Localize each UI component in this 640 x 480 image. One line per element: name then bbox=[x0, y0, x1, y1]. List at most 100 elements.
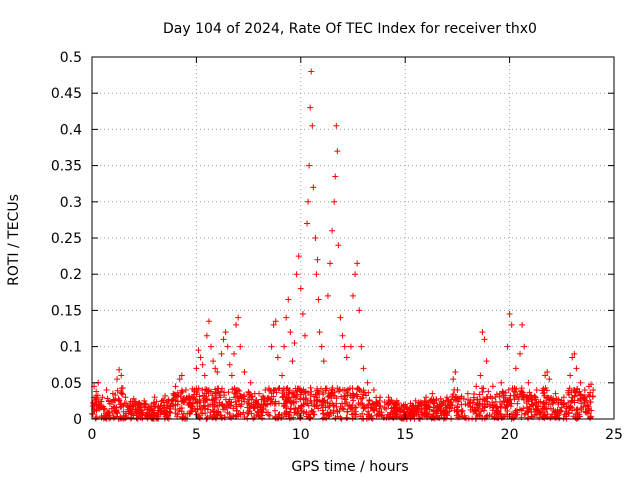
y-tick-label: 0.25 bbox=[51, 231, 82, 247]
data-point bbox=[199, 361, 206, 368]
noise-point bbox=[186, 400, 193, 407]
noise-point bbox=[244, 415, 251, 422]
noise-point bbox=[118, 390, 125, 397]
data-point bbox=[233, 321, 240, 328]
noise-point bbox=[302, 388, 309, 395]
noise-point bbox=[238, 394, 245, 401]
noise-point bbox=[465, 396, 472, 403]
noise-point bbox=[405, 406, 412, 413]
noise-point bbox=[513, 411, 520, 418]
noise-point bbox=[145, 413, 152, 420]
noise-point bbox=[497, 404, 504, 411]
noise-point bbox=[207, 409, 214, 416]
noise-point bbox=[511, 414, 518, 421]
noise-point bbox=[280, 403, 287, 410]
noise-point bbox=[136, 399, 143, 406]
noise-point bbox=[213, 390, 220, 397]
noise-point bbox=[118, 403, 125, 410]
noise-point bbox=[373, 400, 380, 407]
noise-point bbox=[178, 404, 185, 411]
noise-point bbox=[450, 391, 457, 398]
noise-point bbox=[458, 408, 465, 415]
noise-point bbox=[137, 406, 144, 413]
noise-point bbox=[404, 405, 411, 412]
noise-point bbox=[336, 407, 343, 414]
noise-point bbox=[212, 386, 219, 393]
noise-point bbox=[236, 388, 243, 395]
noise-point bbox=[141, 400, 148, 407]
data-point bbox=[291, 339, 298, 346]
noise-point bbox=[265, 411, 272, 418]
noise-point bbox=[102, 410, 109, 417]
noise-point bbox=[366, 396, 373, 403]
noise-point bbox=[218, 415, 225, 422]
noise-point bbox=[537, 410, 544, 417]
data-point bbox=[318, 343, 325, 350]
noise-point bbox=[112, 396, 119, 403]
noise-point bbox=[279, 393, 286, 400]
noise-point bbox=[431, 400, 438, 407]
noise-point bbox=[329, 386, 336, 393]
data-point bbox=[230, 350, 237, 357]
noise-point bbox=[578, 400, 585, 407]
y-tick-label: 0.05 bbox=[51, 376, 82, 392]
noise-point bbox=[319, 399, 326, 406]
data-point bbox=[356, 307, 363, 314]
data-point bbox=[343, 354, 350, 361]
noise-point bbox=[509, 385, 516, 392]
x-tick-label: 5 bbox=[192, 427, 201, 443]
noise-point bbox=[577, 392, 584, 399]
noise-point bbox=[292, 409, 299, 416]
noise-point bbox=[172, 402, 179, 409]
noise-point bbox=[342, 396, 349, 403]
data-point bbox=[533, 387, 540, 394]
noise-point bbox=[480, 407, 487, 414]
noise-point bbox=[164, 414, 171, 421]
noise-point bbox=[370, 406, 377, 413]
data-point bbox=[512, 365, 519, 372]
data-point bbox=[569, 354, 576, 361]
noise-point bbox=[119, 391, 126, 398]
noise-point bbox=[521, 396, 528, 403]
noise-point bbox=[357, 401, 364, 408]
noise-point bbox=[512, 389, 519, 396]
data-point bbox=[218, 350, 225, 357]
ticks-layer: 0 5 10 15 20 25 0 0.05 0.1 0.15 0.2 0.25 0.3 0.35 0.4 0… bbox=[51, 50, 623, 443]
data-point bbox=[339, 332, 346, 339]
y-tick-label: 0.2 bbox=[60, 267, 82, 283]
noise-point bbox=[574, 409, 581, 416]
noise-point bbox=[306, 414, 313, 421]
noise-point bbox=[313, 403, 320, 410]
noise-point bbox=[108, 399, 115, 406]
noise-point bbox=[560, 401, 567, 408]
noise-point bbox=[195, 385, 202, 392]
noise-point bbox=[381, 404, 388, 411]
noise-point bbox=[180, 410, 187, 417]
noise-point bbox=[415, 399, 422, 406]
x-axis-label: GPS time / hours bbox=[291, 459, 408, 475]
noise-point bbox=[186, 392, 193, 399]
noise-point bbox=[336, 386, 343, 393]
noise-point bbox=[300, 409, 307, 416]
noise-point bbox=[386, 411, 393, 418]
noise-point bbox=[448, 396, 455, 403]
noise-point bbox=[211, 403, 218, 410]
noise-point bbox=[216, 399, 223, 406]
data-point bbox=[289, 358, 296, 365]
noise-point bbox=[179, 388, 186, 395]
noise-point bbox=[534, 406, 541, 413]
noise-point bbox=[360, 405, 367, 412]
noise-point bbox=[414, 404, 421, 411]
data-point bbox=[197, 354, 204, 361]
data-point bbox=[347, 343, 354, 350]
data-point bbox=[247, 379, 254, 386]
noise-point bbox=[571, 392, 578, 399]
noise-point bbox=[240, 409, 247, 416]
noise-point bbox=[526, 389, 533, 396]
noise-point bbox=[221, 392, 228, 399]
noise-point bbox=[585, 403, 592, 410]
y-tick-label: 0.15 bbox=[51, 303, 82, 319]
data-point bbox=[571, 350, 578, 357]
data-point bbox=[320, 358, 327, 365]
noise-point bbox=[569, 397, 576, 404]
